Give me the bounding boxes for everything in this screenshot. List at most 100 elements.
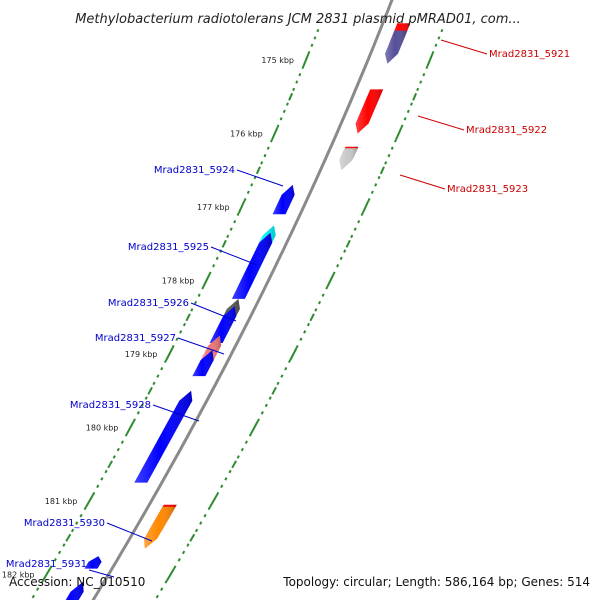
gene-layer bbox=[59, 23, 411, 600]
gene-arrow[interactable] bbox=[192, 350, 214, 377]
tick-mark bbox=[419, 80, 423, 84]
tick-mark bbox=[406, 109, 410, 114]
tick-mark bbox=[400, 124, 404, 128]
gene-arrow[interactable] bbox=[144, 506, 176, 549]
tick-mark bbox=[144, 396, 148, 400]
tick-mark bbox=[298, 73, 302, 77]
gene-arrow-mrad2831_5930[interactable] bbox=[84, 556, 102, 569]
gene-shading bbox=[209, 306, 237, 343]
tick-mark bbox=[256, 418, 260, 422]
gene-label-mrad2831_5927[interactable]: Mrad2831_5927 bbox=[95, 333, 176, 344]
label-leader-line bbox=[190, 302, 237, 322]
gene-label-mrad2831_5928[interactable]: Mrad2831_5928 bbox=[70, 400, 151, 411]
gene-arrow[interactable] bbox=[209, 306, 237, 343]
tick-mark bbox=[360, 212, 364, 217]
gene-arrow-mrad2831_5931[interactable] bbox=[59, 581, 84, 600]
kbp-tick-label: 182 kbp bbox=[2, 571, 35, 580]
tick-mark bbox=[307, 51, 311, 55]
label-leader-line bbox=[106, 522, 153, 542]
tick-mark bbox=[215, 256, 219, 261]
tick-mark bbox=[279, 117, 283, 121]
gene-label-mrad2831_5925[interactable]: Mrad2831_5925 bbox=[128, 242, 209, 253]
gene-arrow-mrad2831_5924[interactable] bbox=[272, 184, 295, 215]
tick-mark bbox=[166, 567, 175, 582]
tick-mark bbox=[412, 92, 418, 101]
tick-mark bbox=[231, 460, 237, 469]
label-leader-line bbox=[440, 39, 488, 55]
tick-mark bbox=[295, 80, 299, 84]
tick-mark bbox=[339, 256, 343, 261]
tick-mark bbox=[314, 308, 318, 312]
gene-arrow-mrad2831_5927[interactable] bbox=[200, 335, 222, 362]
tick-mark bbox=[132, 418, 136, 422]
gene-arrow-mrad2831_5922[interactable] bbox=[355, 89, 384, 134]
tick-mark bbox=[126, 421, 135, 434]
tick-mark bbox=[260, 411, 264, 415]
gene-shading bbox=[339, 148, 358, 171]
gene-arrow[interactable] bbox=[231, 232, 273, 299]
tick-mark bbox=[284, 366, 288, 371]
tick-mark bbox=[220, 484, 224, 489]
tick-mark bbox=[370, 190, 374, 195]
tick-mark bbox=[236, 212, 240, 217]
tick-mark bbox=[199, 521, 203, 525]
tick-mark bbox=[202, 274, 211, 287]
tick-mark bbox=[393, 139, 398, 143]
tick-mark bbox=[203, 513, 207, 518]
tick-mark bbox=[302, 53, 310, 67]
tick-mark bbox=[75, 521, 79, 525]
tick-mark bbox=[350, 234, 354, 239]
tick-mark bbox=[276, 381, 280, 386]
gene-label-mrad2831_5923[interactable]: Mrad2831_5923 bbox=[447, 184, 528, 195]
tick-mark bbox=[79, 513, 83, 518]
kbp-tick-label: 176 kbp bbox=[230, 130, 263, 139]
tick-mark bbox=[285, 102, 289, 106]
tick-mark bbox=[165, 347, 174, 361]
kbp-tick-label: 177 kbp bbox=[197, 203, 230, 212]
tick-mark bbox=[236, 455, 240, 459]
gene-arrow-mrad2831_5921[interactable] bbox=[385, 30, 408, 64]
tick-mark bbox=[221, 239, 227, 248]
tick-mark bbox=[306, 322, 310, 327]
tick-mark bbox=[271, 127, 279, 140]
gene-shading bbox=[355, 89, 384, 134]
tick-mark bbox=[246, 190, 250, 195]
kbp-tick-label: 178 kbp bbox=[162, 277, 195, 286]
tick-mark bbox=[422, 73, 426, 77]
label-leader-line bbox=[152, 404, 200, 422]
gene-shading bbox=[272, 184, 295, 215]
tick-mark bbox=[207, 506, 211, 511]
tick-mark bbox=[194, 528, 199, 533]
tick-mark bbox=[280, 374, 284, 378]
tick-mark bbox=[177, 558, 181, 562]
tick-mark bbox=[316, 28, 320, 33]
tick-mark bbox=[92, 491, 96, 496]
tick-mark bbox=[387, 153, 391, 158]
tick-mark bbox=[353, 227, 357, 231]
gene-label-mrad2831_5931[interactable]: Mrad2831_5931 bbox=[6, 559, 87, 570]
tick-mark bbox=[212, 264, 216, 268]
gene-label-mrad2831_5930[interactable]: Mrad2831_5930 bbox=[24, 518, 105, 529]
gene-arrow-mrad2831_5923[interactable] bbox=[339, 148, 358, 171]
gene-label-mrad2831_5922[interactable]: Mrad2831_5922 bbox=[466, 125, 547, 136]
tick-mark bbox=[104, 469, 108, 474]
gene-label-mrad2831_5926[interactable]: Mrad2831_5926 bbox=[108, 298, 189, 309]
tick-mark bbox=[437, 36, 441, 40]
label-leader-line bbox=[417, 115, 465, 131]
tick-mark bbox=[216, 491, 220, 496]
tick-mark bbox=[374, 183, 378, 187]
tick-mark bbox=[179, 330, 183, 334]
gene-label-mrad2831_5924[interactable]: Mrad2831_5924 bbox=[154, 165, 235, 176]
tick-mark bbox=[255, 166, 261, 175]
tick-mark bbox=[271, 386, 277, 395]
tick-mark bbox=[65, 533, 72, 542]
accession-text: Accession: NC_010510 bbox=[9, 575, 145, 589]
tick-mark bbox=[264, 403, 268, 408]
tick-mark bbox=[229, 227, 233, 231]
tick-mark bbox=[301, 65, 305, 69]
tick-mark bbox=[42, 567, 51, 582]
tick-mark bbox=[325, 286, 329, 290]
gene-label-mrad2831_5921[interactable]: Mrad2831_5921 bbox=[489, 49, 570, 60]
